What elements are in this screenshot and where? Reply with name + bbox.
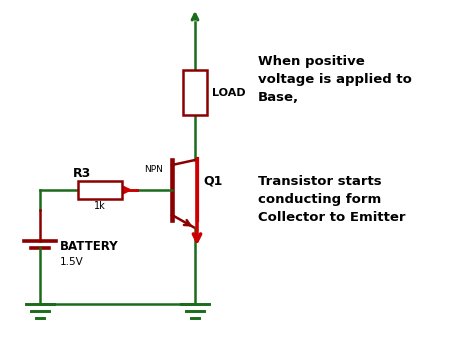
- Text: 1k: 1k: [94, 201, 106, 211]
- Text: 1.5V: 1.5V: [60, 257, 84, 267]
- Bar: [183, 70, 207, 115]
- Text: Q1: Q1: [203, 175, 222, 188]
- Text: When positive
voltage is applied to
Base,: When positive voltage is applied to Base…: [258, 55, 412, 104]
- Text: BATTERY: BATTERY: [60, 239, 118, 252]
- Text: Transistor starts
conducting form
Collector to Emitter: Transistor starts conducting form Collec…: [258, 175, 405, 224]
- Text: LOAD: LOAD: [212, 88, 246, 97]
- Bar: [78, 181, 122, 199]
- Text: R3: R3: [73, 167, 91, 180]
- Text: NPN: NPN: [144, 165, 163, 174]
